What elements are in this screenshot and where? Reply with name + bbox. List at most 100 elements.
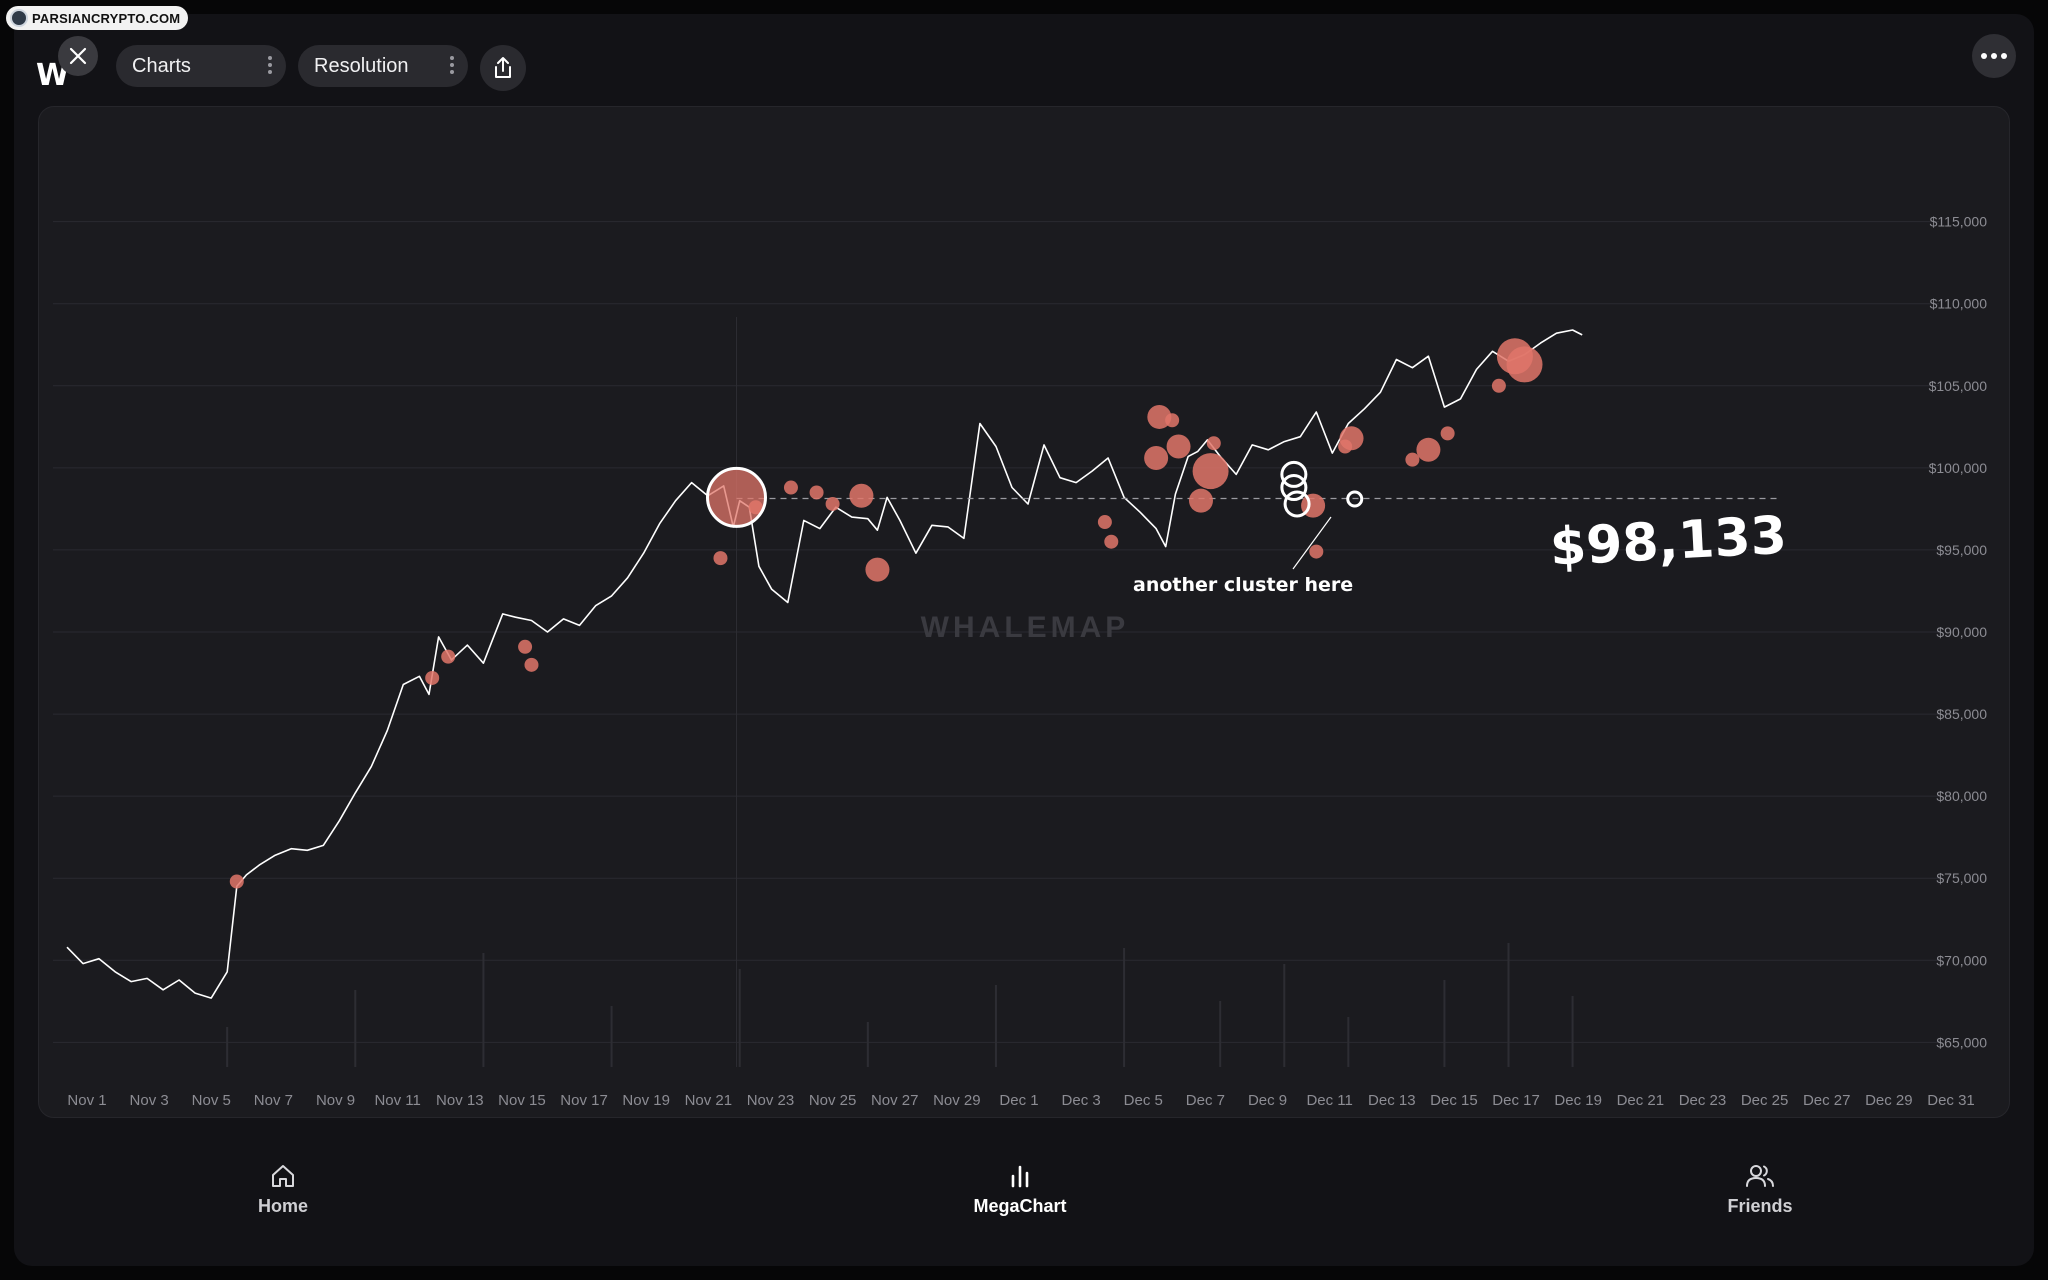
x-tick-label: Dec 3 xyxy=(1062,1092,1101,1109)
whale-cluster-highlighted xyxy=(1283,490,1311,518)
y-tick-label: $115,000 xyxy=(1930,214,1988,230)
resolution-dropdown-label: Resolution xyxy=(314,54,409,77)
price-line xyxy=(66,329,1583,999)
whale-cluster xyxy=(1104,534,1119,549)
y-tick-label: $90,000 xyxy=(1936,624,1987,640)
whale-cluster-highlighted xyxy=(1280,460,1308,488)
whale-cluster xyxy=(1165,413,1180,428)
x-tick-label: Dec 11 xyxy=(1306,1092,1352,1109)
volume-bar xyxy=(1283,964,1286,1067)
whale-cluster xyxy=(1506,346,1543,383)
x-tick-label: Dec 31 xyxy=(1927,1092,1975,1109)
y-tick-label: $75,000 xyxy=(1936,870,1987,886)
whale-cluster-highlighted xyxy=(1280,474,1308,502)
y-tick-label: $65,000 xyxy=(1936,1034,1987,1050)
volume-bar xyxy=(1347,1017,1350,1067)
watermark-badge-text: PARSIANCRYPTO.COM xyxy=(32,10,181,26)
kebab-icon xyxy=(268,56,272,74)
home-icon xyxy=(272,1165,294,1187)
whale-cluster xyxy=(1309,544,1324,559)
whale-cluster xyxy=(229,874,244,889)
x-tick-label: Nov 1 xyxy=(67,1092,106,1109)
y-tick-label: $80,000 xyxy=(1936,788,1987,804)
coin-icon xyxy=(10,9,28,27)
nav-megachart-label: MegaChart xyxy=(973,1196,1067,1216)
whale-cluster xyxy=(1144,446,1169,470)
whale-cluster xyxy=(518,639,533,654)
more-icon xyxy=(1981,53,1987,59)
nav-friends[interactable]: Friends xyxy=(1680,1154,1840,1217)
y-tick-label: $70,000 xyxy=(1936,952,1987,968)
whale-cluster xyxy=(865,557,890,582)
x-tick-label: Dec 13 xyxy=(1368,1092,1416,1109)
close-icon xyxy=(69,47,87,65)
whale-cluster xyxy=(849,483,874,508)
whale-cluster xyxy=(1206,436,1221,451)
charts-dropdown[interactable]: Charts xyxy=(116,45,286,87)
x-tick-label: Dec 5 xyxy=(1124,1092,1163,1109)
y-tick-label: $85,000 xyxy=(1936,706,1987,722)
whale-cluster xyxy=(1097,515,1112,530)
volume-bar xyxy=(1507,943,1510,1067)
x-tick-label: Nov 15 xyxy=(498,1092,546,1109)
whale-cluster xyxy=(1339,426,1364,451)
whale-cluster xyxy=(1440,426,1455,441)
whale-cluster xyxy=(524,657,539,672)
share-button[interactable] xyxy=(480,45,526,91)
whale-cluster xyxy=(1491,378,1506,393)
x-tick-label: Nov 9 xyxy=(316,1092,355,1109)
whale-cluster xyxy=(713,551,728,566)
volume-bar xyxy=(354,990,357,1067)
x-tick-label: Nov 29 xyxy=(933,1092,981,1109)
x-tick-label: Dec 21 xyxy=(1617,1092,1665,1109)
volume-bar xyxy=(738,969,741,1067)
whale-cluster xyxy=(441,649,456,664)
y-tick-label: $100,000 xyxy=(1929,460,1988,476)
volume-bar xyxy=(1571,996,1574,1067)
x-tick-label: Dec 25 xyxy=(1741,1092,1789,1109)
y-tick-label: $95,000 xyxy=(1936,542,1987,558)
whale-cluster xyxy=(1192,453,1229,490)
nav-friends-label: Friends xyxy=(1727,1196,1793,1216)
x-tick-label: Dec 27 xyxy=(1803,1092,1851,1109)
app-window: W Charts Resolution $65,000 $70,000 $75,00… xyxy=(14,14,2034,1266)
watermark-badge: PARSIANCRYPTO.COM xyxy=(6,6,189,30)
whale-cluster xyxy=(783,480,798,495)
resolution-dropdown[interactable]: Resolution xyxy=(298,45,468,87)
nav-home[interactable]: Home xyxy=(203,1154,363,1217)
volume-bar xyxy=(482,953,485,1067)
chart-panel[interactable]: $65,000 $70,000 $75,000 $80,000 $85,000 $90,0… xyxy=(38,106,2010,1118)
share-icon xyxy=(495,57,511,78)
x-tick-label: Dec 9 xyxy=(1248,1092,1287,1109)
users-icon xyxy=(1746,1165,1774,1187)
y-tick-label: $105,000 xyxy=(1929,378,1988,394)
whale-cluster xyxy=(1166,434,1191,459)
nav-megachart[interactable]: MegaChart xyxy=(940,1154,1100,1217)
close-button[interactable] xyxy=(58,36,98,76)
x-tick-label: Dec 15 xyxy=(1430,1092,1478,1109)
volume-bar xyxy=(994,985,997,1067)
x-tick-label: Nov 23 xyxy=(747,1092,795,1109)
whale-cluster xyxy=(825,496,840,511)
whale-cluster xyxy=(1405,452,1420,467)
top-bar: W Charts Resolution xyxy=(14,14,2034,114)
y-tick-label: $110,000 xyxy=(1930,296,1988,312)
price-chart[interactable]: $65,000 $70,000 $75,000 $80,000 $85,000 $90,0… xyxy=(39,107,2011,1119)
chart-watermark: WHALEMAP xyxy=(921,611,1130,644)
x-tick-label: Nov 3 xyxy=(130,1092,169,1109)
volume-bar xyxy=(1123,948,1126,1067)
x-tick-label: Dec 17 xyxy=(1492,1092,1540,1109)
x-tick-label: Dec 23 xyxy=(1679,1092,1727,1109)
bar-chart-icon xyxy=(1011,1165,1029,1188)
charts-dropdown-label: Charts xyxy=(132,54,191,77)
volume-bar xyxy=(226,1027,229,1067)
whale-cluster-highlighted xyxy=(1346,490,1364,508)
bottom-nav: Home MegaChart Friends xyxy=(14,1154,2034,1264)
x-tick-label: Dec 1 xyxy=(999,1092,1038,1109)
more-button[interactable] xyxy=(1972,34,2016,78)
x-tick-label: Nov 11 xyxy=(374,1092,420,1109)
volume-bar xyxy=(610,1006,613,1067)
whale-cluster xyxy=(1188,488,1213,513)
x-tick-label: Dec 29 xyxy=(1865,1092,1913,1109)
annotation-pointer xyxy=(1292,516,1332,570)
